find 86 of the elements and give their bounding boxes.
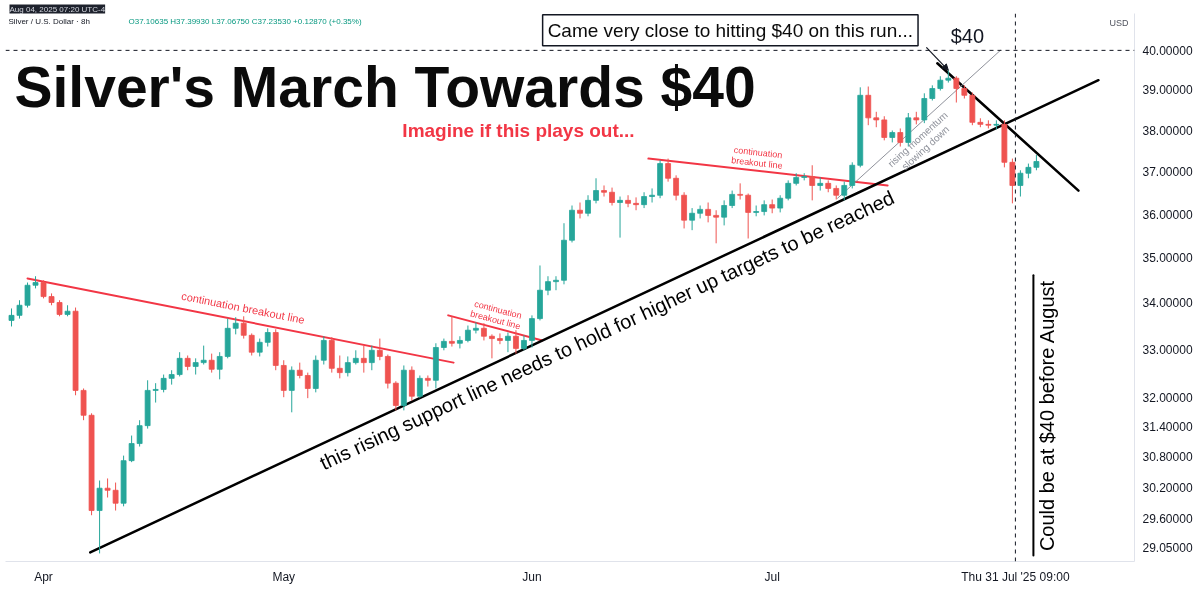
y-tick-label: 31.40000 [1142, 420, 1193, 435]
candlestick [881, 115, 888, 141]
y-tick-label: 40.00000 [1142, 43, 1193, 58]
candlestick [593, 177, 599, 204]
candlestick [336, 355, 343, 379]
x-tick-label: Thu 31 Jul '25 09:00 [961, 569, 1070, 584]
candlestick [304, 372, 311, 399]
candlestick [104, 477, 111, 499]
candlestick [705, 202, 711, 223]
candlestick [721, 199, 728, 226]
candlestick [865, 86, 872, 126]
candlestick [745, 193, 752, 239]
candlestick [689, 207, 695, 231]
candlestick [1017, 169, 1024, 198]
candlestick [96, 480, 103, 554]
candlestick [625, 194, 631, 208]
candlestick [1009, 158, 1016, 204]
y-tick-label: 30.80000 [1142, 450, 1193, 465]
candlestick [785, 179, 792, 201]
annotation: O37.10635 H37.39930 L37.06750 C37.23530 +0.12870 (+0.35%) [128, 17, 362, 26]
candlestick [24, 282, 31, 309]
candlestick [673, 174, 679, 201]
candlestick [368, 345, 375, 371]
candlestick [953, 75, 960, 104]
x-tick-label: Apr [34, 569, 53, 584]
y-tick-label: 29.05000 [1142, 541, 1193, 556]
candlestick [665, 158, 671, 183]
x-tick-label: Jul [764, 569, 780, 584]
candlestick [200, 345, 207, 366]
candlestick [505, 332, 511, 353]
y-tick-label: 32.00000 [1142, 390, 1193, 405]
y-tick-label: 35.00000 [1142, 251, 1193, 266]
candlestick [288, 365, 295, 413]
text: continuation breakout line [730, 144, 784, 171]
annotation: Imagine if this plays out... [402, 120, 635, 141]
candlestick [737, 182, 744, 201]
x-tick-label: May [272, 569, 296, 584]
candlestick [208, 353, 215, 374]
y-axis-title: USD [1109, 17, 1129, 28]
text: Silver's March Towards $40 [14, 54, 756, 119]
candlestick [424, 374, 431, 388]
text: Silver / U.S. Dollar · 8h [8, 17, 90, 26]
candlestick [601, 184, 607, 198]
candlestick [449, 315, 455, 348]
candlestick [248, 332, 255, 356]
candlestick [713, 209, 720, 244]
candlestick [16, 299, 23, 320]
candlestick [585, 194, 591, 217]
candlestick [697, 205, 703, 219]
candlestick [497, 332, 503, 345]
candlestick [617, 196, 623, 239]
candlestick [849, 161, 856, 189]
candlestick [344, 355, 351, 377]
text: Could be at $40 before August [1036, 280, 1059, 552]
candlestick [320, 335, 327, 366]
candlestick [489, 333, 495, 359]
candlestick [457, 335, 463, 349]
candlestick [513, 329, 519, 355]
candlestick [577, 202, 583, 219]
y-tick-label: 37.00000 [1142, 165, 1193, 180]
ref-line-label: $40 [950, 25, 985, 48]
candlestick [112, 482, 119, 512]
candlestick [897, 127, 904, 148]
y-tick-label: 30.20000 [1142, 480, 1193, 495]
y-tick-label: 38.00000 [1142, 123, 1193, 138]
candlestick [633, 196, 639, 211]
candlestick [360, 345, 367, 374]
candlestick [216, 351, 223, 380]
x-tick-label: Jun [522, 569, 542, 584]
y-tick-label: 29.60000 [1142, 511, 1193, 526]
y-tick-label: 39.00000 [1142, 83, 1193, 98]
candlestick [529, 314, 535, 348]
candlestick [553, 275, 559, 291]
candlestick [176, 351, 183, 377]
candlestick [392, 380, 399, 411]
candlestick [809, 164, 816, 201]
y-tick-label: 33.00000 [1142, 342, 1193, 357]
y-tick-label: 34.00000 [1142, 296, 1193, 311]
candlestick [545, 275, 551, 296]
candlestick [649, 187, 655, 204]
y-tick-label: 36.00000 [1142, 207, 1193, 222]
text: continuation breakout line [180, 289, 306, 326]
annotation: Came very close to hitting $40 on this run... [547, 19, 914, 41]
candlestick [376, 338, 383, 361]
candlestick [264, 327, 271, 348]
candlestick [152, 382, 159, 404]
